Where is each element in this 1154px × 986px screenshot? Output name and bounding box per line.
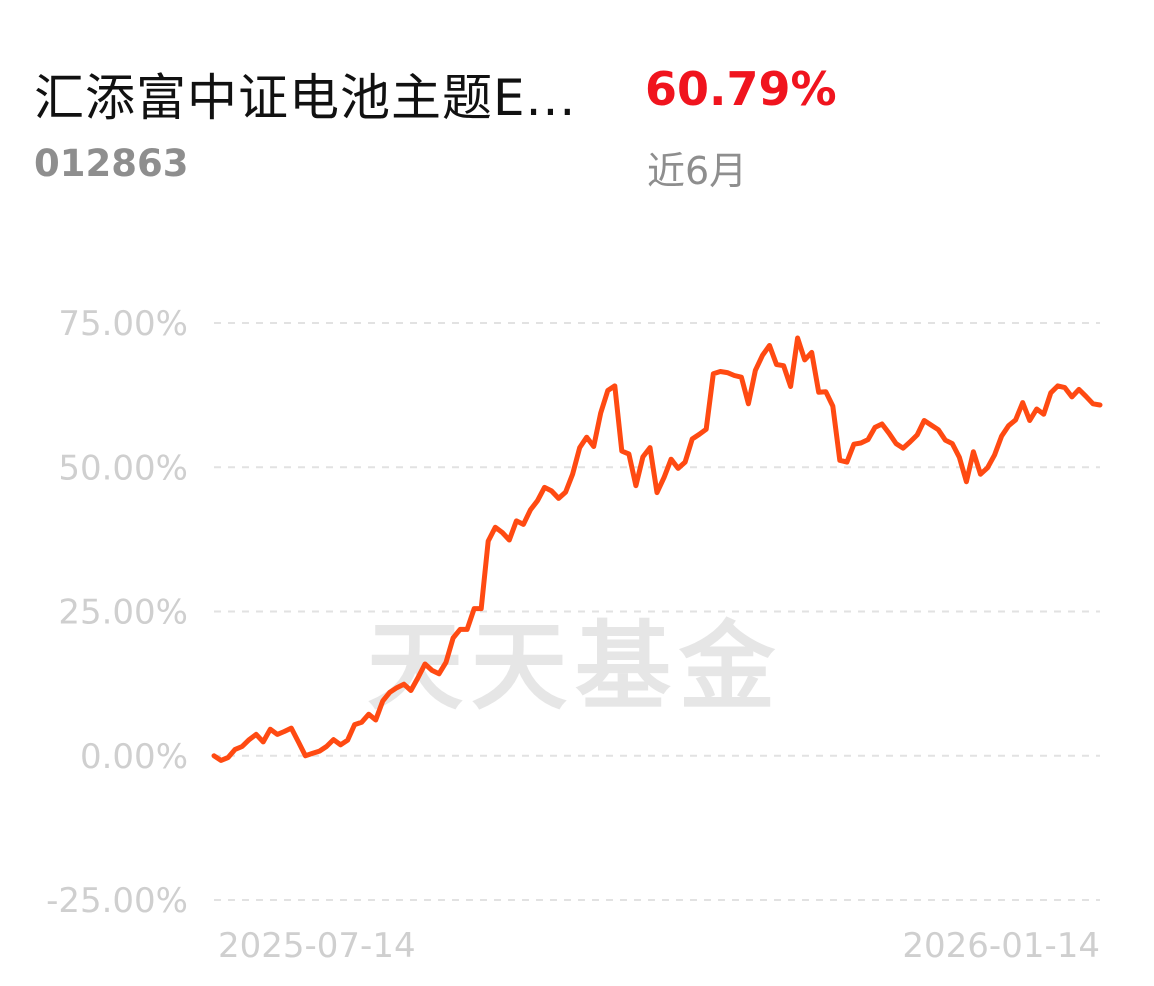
fund-return-value: 60.79% [645,62,837,116]
x-tick-label: 2025-07-14 [218,926,416,966]
y-tick-label: 75.00% [58,304,188,344]
y-tick-label: 50.00% [58,448,188,488]
y-tick-label: 25.00% [58,593,188,633]
fund-name: 汇添富中证电池主题E... [34,69,577,127]
y-tick-label: -25.00% [46,881,188,921]
y-axis-ticks: 75.00% 50.00% 25.00% 0.00% -25.00% [46,304,188,921]
series-line [211,335,1103,763]
fund-return-period: 近6月 [647,149,748,193]
fund-code: 012863 [34,142,189,185]
watermark-text: 天天基金 [367,611,783,723]
x-axis-ticks: 2025-07-14 2026-01-14 [218,926,1100,966]
y-tick-label: 0.00% [80,737,188,777]
x-tick-label: 2026-01-14 [902,926,1100,966]
